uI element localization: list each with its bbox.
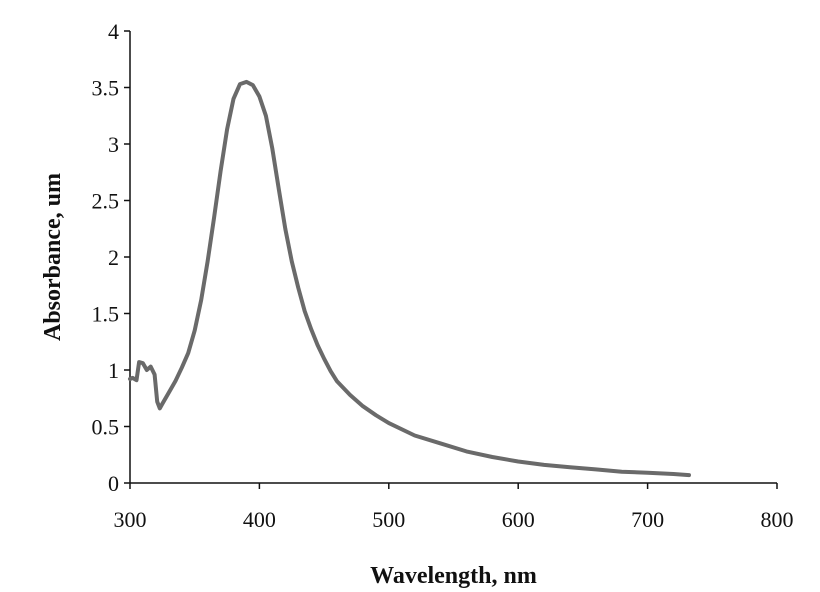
absorbance-line	[128, 79, 691, 478]
x-tick-label: 800	[761, 507, 794, 532]
x-tick-label: 700	[631, 507, 664, 532]
y-tick-labels: 0 0.5 1 1.5 2 2.5 3 3.5 4	[92, 19, 120, 496]
tick-marks	[124, 30, 778, 489]
y-tick-label: 3	[108, 132, 119, 157]
x-tick-labels: 300 400 500 600 700 800	[114, 507, 794, 532]
y-axis-title: Absorbance, um	[40, 173, 66, 341]
axes	[129, 31, 777, 484]
x-tick-label: 600	[502, 507, 535, 532]
y-tick-label: 1	[108, 358, 119, 383]
y-tick-label: 2.5	[92, 189, 120, 214]
y-tick-label: 4	[108, 19, 119, 44]
y-tick-label: 1.5	[92, 302, 120, 327]
y-tick-label: 0	[108, 471, 119, 496]
x-axis-title: Wavelength, nm	[370, 563, 537, 589]
x-tick-label: 400	[243, 507, 276, 532]
y-tick-label: 0.5	[92, 415, 120, 440]
series-layer	[128, 79, 691, 478]
y-tick-label: 3.5	[92, 76, 120, 101]
x-tick-label: 300	[114, 507, 147, 532]
x-tick-label: 500	[372, 507, 405, 532]
y-tick-label: 2	[108, 245, 119, 270]
